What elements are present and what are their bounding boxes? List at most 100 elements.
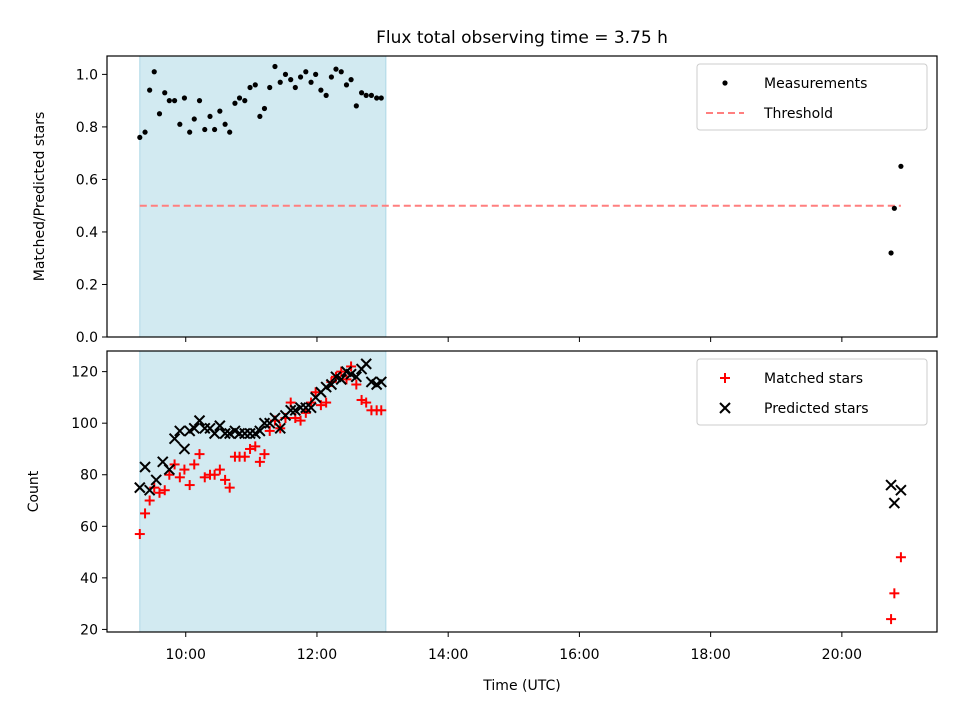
- data-point: [269, 412, 281, 424]
- data-point: [886, 614, 897, 625]
- data-point: [376, 405, 387, 416]
- data-point: [242, 98, 248, 104]
- data-point: [348, 77, 354, 83]
- data-point: [247, 84, 253, 91]
- y-tick-label: 20: [80, 622, 98, 638]
- data-point: [313, 71, 319, 77]
- legend-marker: [720, 373, 730, 383]
- data-point: [350, 371, 363, 383]
- data-point: [164, 469, 175, 480]
- data-point: [232, 100, 238, 106]
- data-point: [885, 479, 897, 491]
- data-point: [325, 378, 338, 391]
- y-tick-label: 0.2: [76, 277, 98, 293]
- data-point: [222, 121, 228, 127]
- data-point: [361, 397, 372, 408]
- data-point: [150, 474, 162, 486]
- data-point: [323, 92, 329, 98]
- data-point: [285, 404, 297, 417]
- data-point: [363, 92, 369, 98]
- data-point: [151, 69, 157, 75]
- data-point: [134, 529, 145, 540]
- data-point: [156, 111, 163, 117]
- x-tick-label: 14:00: [428, 647, 468, 663]
- data-point: [188, 422, 200, 435]
- data-point: [898, 163, 904, 169]
- legend-box: [696, 358, 928, 426]
- legend-label: Threshold: [763, 106, 833, 122]
- legend-marker: [719, 402, 731, 414]
- data-point: [168, 432, 181, 445]
- data-point: [336, 366, 347, 377]
- data-point: [305, 402, 317, 414]
- legend-box: [696, 63, 928, 131]
- data-point: [142, 129, 148, 135]
- data-point: [187, 129, 193, 135]
- data-point: [140, 508, 151, 519]
- data-point: [303, 69, 309, 75]
- data-point: [166, 98, 172, 104]
- x-tick-label: 12:00: [297, 647, 337, 663]
- data-point: [308, 79, 314, 85]
- y-tick-label: 0.8: [76, 120, 98, 136]
- data-point: [214, 420, 226, 432]
- data-point: [193, 414, 206, 427]
- data-point: [189, 459, 200, 470]
- data-point: [250, 441, 261, 452]
- data-point: [184, 480, 195, 491]
- legend: Matched stars Predicted stars: [696, 358, 928, 426]
- data-point: [335, 373, 347, 386]
- data-point: [292, 84, 298, 91]
- data-point: [895, 484, 907, 496]
- data-point: [212, 126, 218, 133]
- axes-frame: [106, 350, 938, 633]
- y-tick-label: 40: [80, 571, 98, 587]
- data-point: [147, 87, 153, 93]
- data-point: [353, 103, 359, 109]
- legend-label: Predicted stars: [764, 401, 869, 417]
- data-point: [254, 425, 266, 437]
- data-point: [895, 552, 906, 563]
- legend-label: Measurements: [764, 76, 867, 92]
- data-point: [227, 129, 233, 135]
- y-tick-label: 120: [71, 365, 98, 381]
- data-point: [177, 121, 183, 127]
- data-point: [288, 77, 294, 83]
- data-point: [378, 95, 384, 101]
- data-point: [163, 463, 176, 476]
- data-point: [217, 108, 223, 114]
- data-point: [174, 472, 185, 483]
- data-point: [259, 449, 270, 460]
- data-point: [252, 82, 258, 88]
- data-point: [257, 113, 263, 120]
- data-point: [258, 417, 271, 429]
- data-point: [889, 588, 900, 599]
- data-point: [374, 95, 380, 101]
- chart-title: Flux total observing time = 3.75 h: [376, 28, 668, 48]
- data-point: [318, 87, 324, 93]
- data-point: [300, 407, 311, 418]
- data-point: [888, 250, 894, 256]
- data-point: [888, 497, 901, 509]
- data-point: [220, 474, 231, 485]
- data-point: [375, 376, 387, 388]
- bottom-panel: 20 40 60 80 100 120 10:00 12:00 14:00 16:00 18:00 2…: [26, 350, 938, 663]
- data-point: [277, 79, 283, 85]
- data-point: [179, 464, 190, 475]
- data-point: [244, 427, 256, 440]
- data-point: [272, 63, 278, 70]
- data-point: [338, 69, 344, 75]
- data-point: [199, 422, 211, 435]
- series-measurements: [137, 63, 904, 256]
- data-point: [343, 82, 350, 88]
- series-predicted-stars: [134, 358, 907, 509]
- data-point: [295, 415, 306, 426]
- legend-marker: [722, 80, 728, 86]
- data-point: [174, 425, 186, 437]
- observing-window-band: [139, 55, 387, 338]
- legend: Measurements Threshold: [696, 63, 928, 131]
- data-point: [171, 98, 178, 104]
- x-tick-label: 20:00: [822, 647, 862, 663]
- data-point: [294, 402, 307, 414]
- data-point: [328, 74, 334, 80]
